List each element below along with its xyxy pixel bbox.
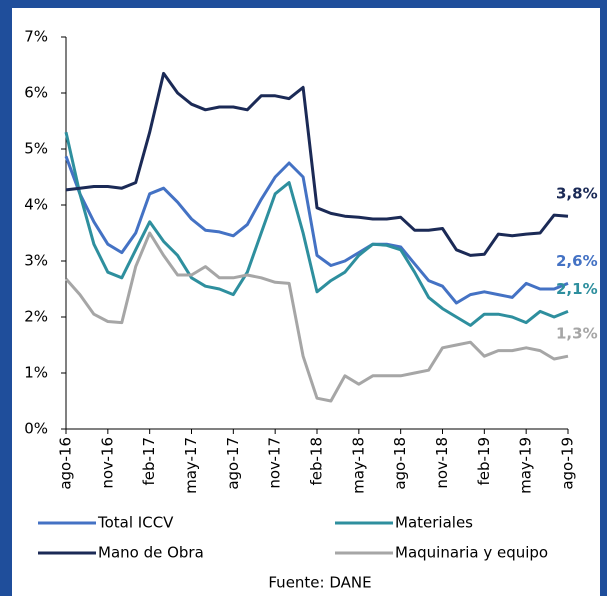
y-tick-label: 7% [24, 28, 48, 46]
end-label: 1,3% [556, 325, 598, 343]
y-tick-label: 3% [24, 252, 48, 270]
y-tick-label: 4% [24, 196, 48, 214]
series-line [64, 131, 569, 327]
x-tick-label: ago-19 [559, 437, 577, 490]
x-tick-label: feb-18 [308, 437, 326, 486]
end-label: 3,8% [556, 185, 598, 203]
source: Fuente: DANE [268, 574, 371, 592]
x-tick-label: ago-18 [391, 437, 409, 490]
end-label: 2,6% [556, 252, 598, 270]
x-tick-label: feb-19 [475, 437, 493, 486]
series-line [65, 71, 569, 257]
x-tick-label: ago-16 [57, 437, 75, 490]
legend-label: Materiales [395, 514, 473, 532]
legend-label: Mano de Obra [98, 544, 204, 562]
chart-background [12, 8, 600, 596]
x-tick-label: nov-18 [433, 437, 451, 489]
series-line [64, 231, 569, 403]
y-tick-label: 2% [24, 308, 48, 326]
legend-label: Maquinaria y equipo [395, 544, 548, 562]
x-tick-label: may-19 [517, 437, 535, 494]
end-label: 2,1% [556, 280, 598, 298]
y-tick-label: 0% [24, 420, 48, 438]
x-tick-label: feb-17 [140, 437, 158, 486]
x-tick-label: nov-16 [98, 437, 116, 489]
x-tick-label: may-17 [182, 437, 200, 494]
series-line [64, 155, 569, 305]
legend-label: Total ICCV [97, 514, 174, 532]
x-tick-label: ago-17 [224, 437, 242, 490]
y-tick-label: 1% [24, 364, 48, 382]
x-tick-label: nov-17 [266, 437, 284, 489]
y-tick-label: 5% [24, 140, 48, 158]
x-tick-label: may-18 [349, 437, 367, 494]
y-tick-label: 6% [24, 84, 48, 102]
